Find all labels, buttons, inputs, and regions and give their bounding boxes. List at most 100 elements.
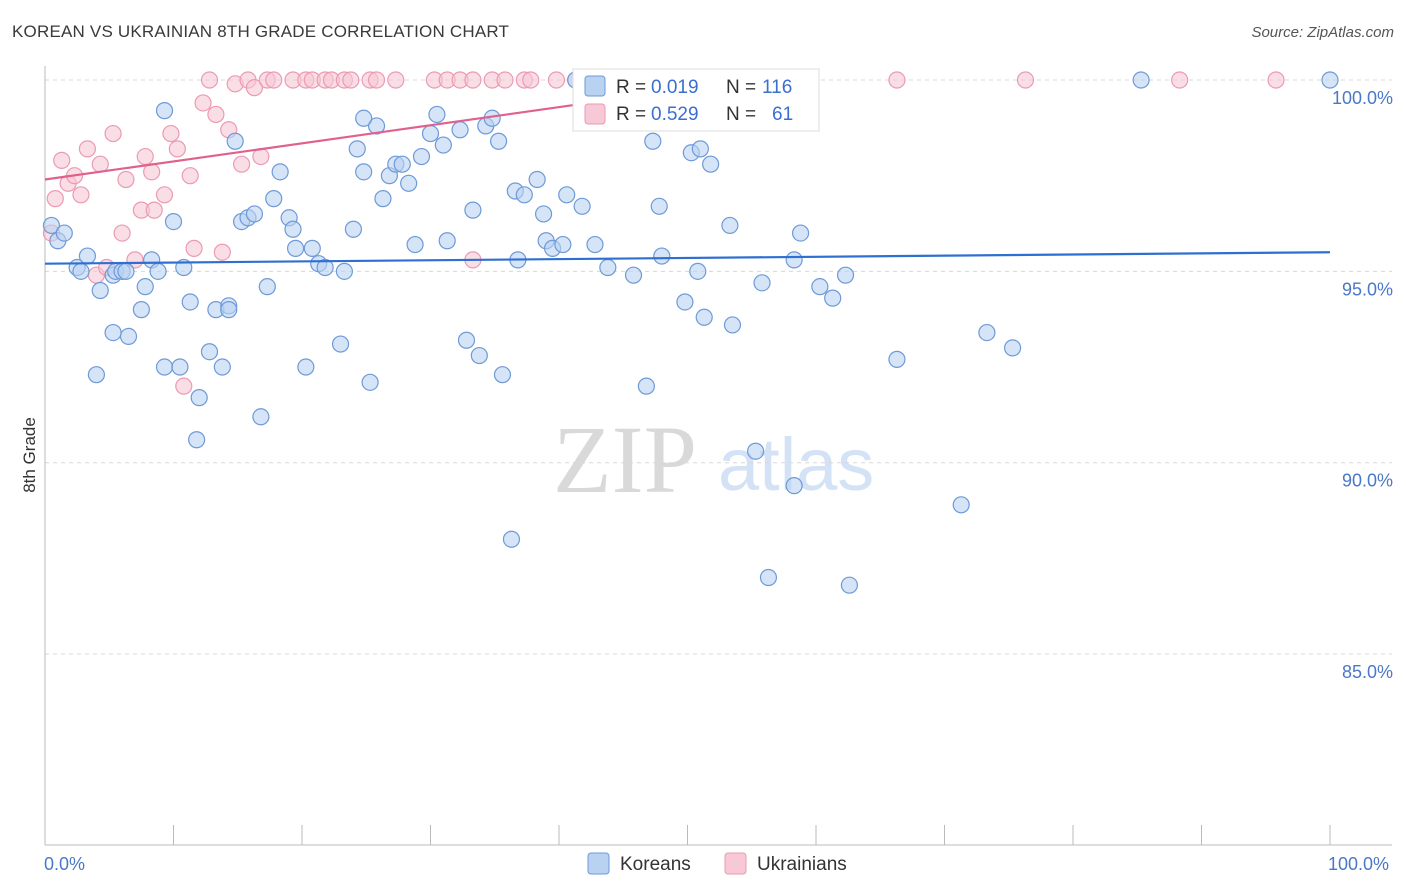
koreans-point-68 <box>493 366 512 384</box>
ukrainians-point-18 <box>155 186 174 204</box>
series-label-koreans: Koreans <box>620 854 691 875</box>
koreans-point-50 <box>374 190 392 208</box>
ukrainians-point-42 <box>342 71 360 89</box>
koreans-point-37 <box>284 220 302 238</box>
koreans-point-11 <box>104 323 122 342</box>
ukrainians-point-60 <box>1267 71 1285 89</box>
koreans-point-95 <box>747 442 765 460</box>
ukrainians-point-24 <box>194 94 212 112</box>
koreans-point-112 <box>155 102 174 120</box>
koreans-point-99 <box>785 251 803 269</box>
y-tick-label-2: 90.0% <box>1342 471 1393 491</box>
koreans-point-48 <box>361 373 379 391</box>
y-tick-label-3: 85.0% <box>1342 662 1393 682</box>
ukrainians-point-49 <box>464 71 482 89</box>
koreans-point-85 <box>650 197 668 215</box>
koreans-point-114 <box>220 301 238 319</box>
ukrainians-point-59 <box>1171 71 1189 89</box>
koreans-point-107 <box>978 323 996 342</box>
ukrainians-point-25 <box>200 71 219 89</box>
koreans-point-53 <box>393 155 411 173</box>
koreans-point-38 <box>286 239 305 257</box>
koreans-point-58 <box>428 105 446 124</box>
source-attribution: Source: ZipAtlas.com <box>1251 24 1394 41</box>
ukrainians-point-1 <box>46 190 64 208</box>
y-tick-labels: 100.0% 95.0% 90.0% 85.0% <box>1332 88 1393 682</box>
legend-r-value-koreans: 0.019 <box>651 77 699 98</box>
koreans-point-106 <box>952 496 970 514</box>
koreans-point-108 <box>1004 339 1022 357</box>
koreans-point-63 <box>464 201 482 219</box>
koreans-point-34 <box>265 190 283 208</box>
koreans-trend-line <box>44 251 1331 265</box>
koreans-points <box>42 71 1339 594</box>
ukrainians-point-27 <box>213 243 231 261</box>
koreans-point-98 <box>785 477 803 495</box>
koreans-point-72 <box>528 170 546 189</box>
y-tick-label-1: 95.0% <box>1342 279 1393 299</box>
koreans-point-44 <box>335 262 354 280</box>
koreans-point-115 <box>117 262 135 280</box>
x-tick-label-min: 0.0% <box>44 854 85 874</box>
ukrainians-point-20 <box>168 140 186 158</box>
koreans-point-54 <box>400 174 418 192</box>
koreans-point-26 <box>213 358 231 376</box>
koreans-point-71 <box>515 186 533 204</box>
ukrainians-point-54 <box>547 71 566 89</box>
koreans-point-92 <box>702 155 720 173</box>
koreans-point-102 <box>824 289 842 307</box>
koreans-point-86 <box>653 247 671 265</box>
ukrainians-point-30 <box>233 155 251 173</box>
koreans-point-47 <box>355 163 373 181</box>
koreans-point-18 <box>164 212 183 231</box>
koreans-point-73 <box>534 205 553 223</box>
ukrainians-point-44 <box>367 71 386 89</box>
koreans-point-110 <box>1321 71 1339 89</box>
koreans-point-109 <box>1132 71 1150 89</box>
koreans-point-45 <box>344 220 362 238</box>
koreans-point-5 <box>78 247 97 265</box>
ukrainians-point-35 <box>265 71 283 89</box>
y-tick-label-0: 100.0% <box>1332 88 1393 108</box>
koreans-point-33 <box>258 278 276 296</box>
koreans-point-91 <box>695 308 713 326</box>
koreans-point-0 <box>42 216 61 235</box>
koreans-point-84 <box>644 132 662 150</box>
koreans-point-39 <box>297 358 315 376</box>
koreans-point-76 <box>554 235 572 254</box>
legend-swatch-koreans <box>584 75 606 97</box>
x-tick-label-max: 100.0% <box>1328 854 1389 874</box>
koreans-point-21 <box>181 293 199 311</box>
koreans-point-23 <box>188 431 206 449</box>
ukrainians-point-5 <box>72 186 90 204</box>
axes <box>44 66 1392 846</box>
series-legend: Koreans Ukrainians <box>587 852 847 875</box>
legend-n-value-koreans: 116 <box>762 77 792 98</box>
legend-swatch-ukrainians <box>584 103 606 125</box>
koreans-point-111 <box>355 109 373 127</box>
koreans-point-4 <box>72 262 90 280</box>
koreans-point-42 <box>316 258 334 277</box>
ukrainians-point-57 <box>888 71 906 89</box>
koreans-point-64 <box>470 346 488 365</box>
koreans-point-81 <box>599 258 617 277</box>
koreans-point-43 <box>331 335 350 353</box>
koreans-point-96 <box>753 274 771 292</box>
koreans-point-40 <box>303 239 321 257</box>
koreans-point-14 <box>136 278 154 296</box>
ukrainians-point-11 <box>113 224 131 242</box>
koreans-point-56 <box>412 147 431 166</box>
series-swatch-koreans <box>587 852 610 875</box>
koreans-point-67 <box>490 132 508 150</box>
koreans-point-69 <box>502 530 521 548</box>
koreans-point-61 <box>451 121 469 139</box>
legend-n-value-ukrainians: 61 <box>772 104 793 125</box>
koreans-point-10 <box>87 366 106 384</box>
ukrainians-point-12 <box>117 170 135 189</box>
ukrainians-point-19 <box>162 124 180 143</box>
koreans-point-83 <box>637 377 655 395</box>
koreans-point-16 <box>149 262 167 280</box>
koreans-point-46 <box>348 140 366 158</box>
koreans-point-59 <box>434 136 452 154</box>
